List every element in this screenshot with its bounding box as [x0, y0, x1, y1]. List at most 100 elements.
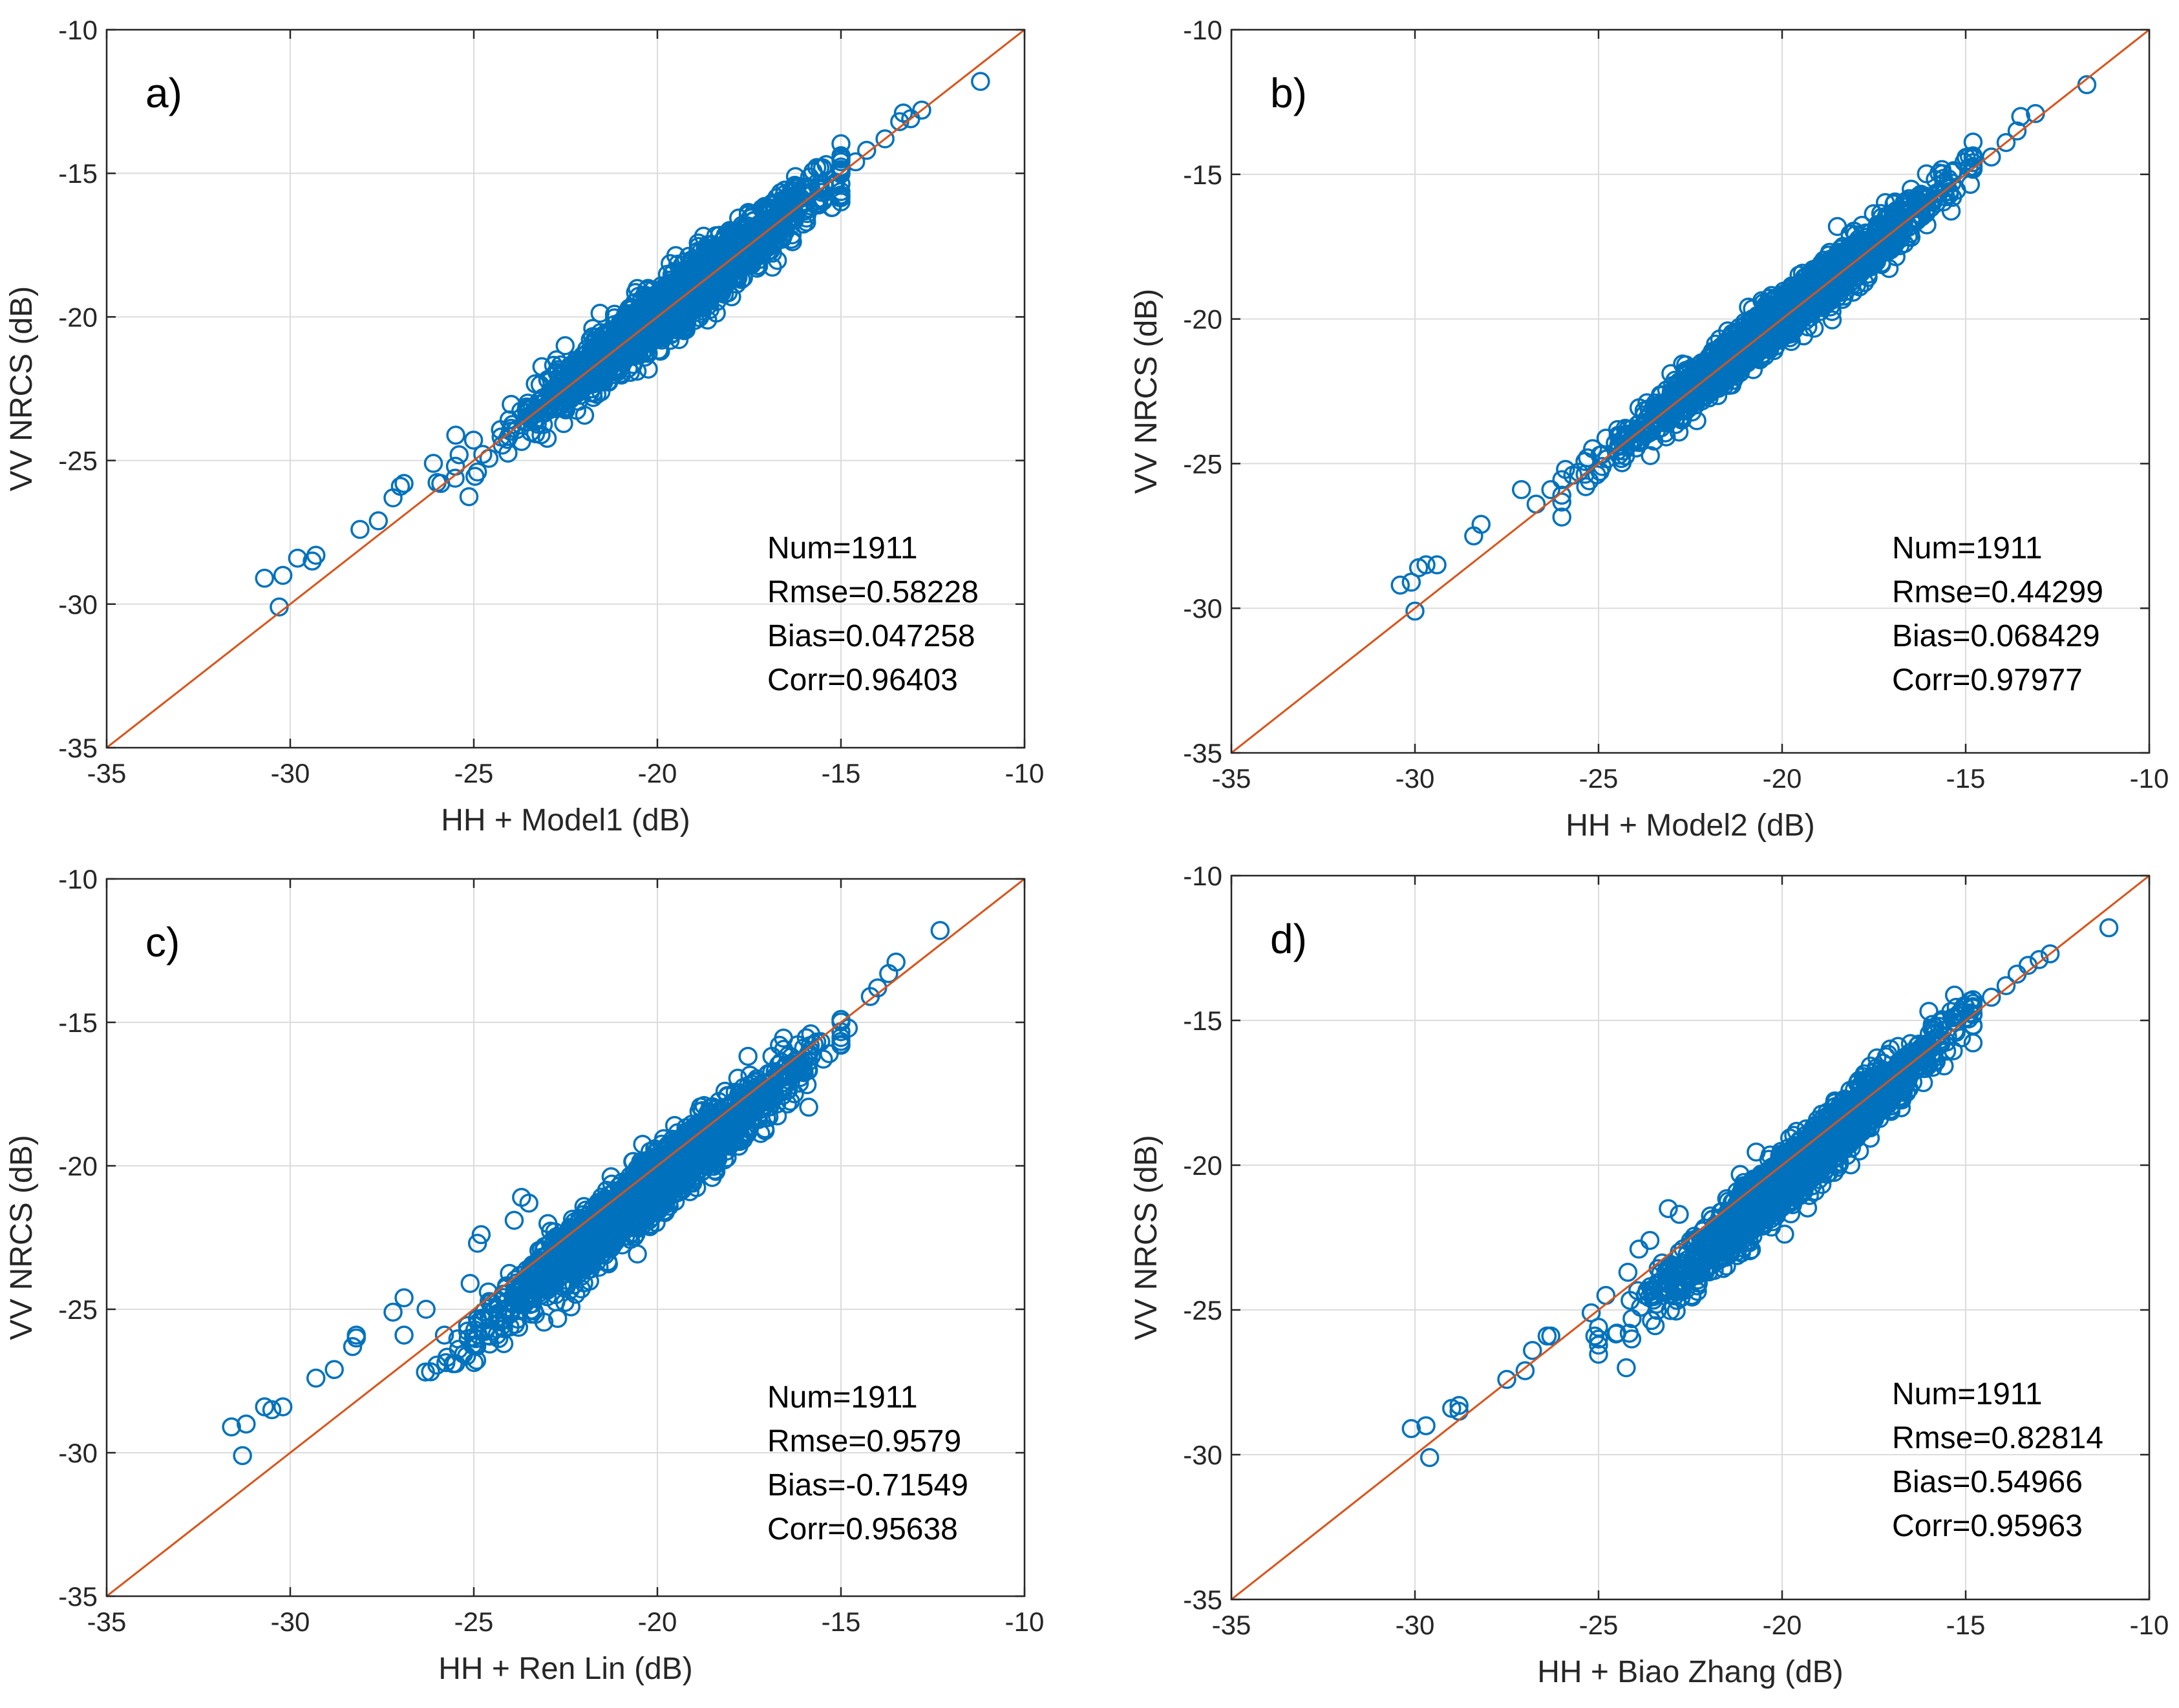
scatter-point — [1697, 356, 1717, 375]
reference-line — [1231, 30, 2149, 753]
scatter-point — [1641, 446, 1660, 465]
scatter-point — [1805, 298, 1824, 318]
scatter-point — [1720, 352, 1739, 372]
reference-line — [107, 30, 1025, 748]
scatter-point — [1832, 252, 1852, 271]
scatter-point — [525, 405, 545, 424]
scatter-point — [1882, 220, 1902, 240]
y-tick-label: -25 — [1183, 448, 1222, 479]
x-tick-label: -30 — [1396, 763, 1435, 794]
panel-label: a) — [145, 70, 182, 116]
scatter-point — [1471, 514, 1491, 534]
stat-text: Bias=0.047258 — [767, 619, 975, 653]
scatter-point — [1697, 386, 1717, 405]
y-tick-label: -30 — [1183, 593, 1222, 624]
scatter-point — [1871, 231, 1891, 250]
scatter-point — [1944, 161, 1964, 180]
scatter-point — [1630, 433, 1649, 452]
scatter-point — [431, 474, 451, 493]
scatter-point — [759, 220, 778, 240]
x-tick-label: -10 — [2130, 763, 2169, 794]
y-tick-label: -15 — [1183, 160, 1222, 190]
scatter-point — [526, 424, 546, 444]
scatter-point — [875, 129, 895, 149]
scatter-point — [1644, 431, 1664, 451]
scatter-point — [394, 474, 414, 493]
scatter-point — [498, 443, 518, 463]
scatter-point — [579, 364, 599, 385]
y-tick-label: -35 — [58, 733, 98, 763]
scatter-point — [678, 264, 697, 284]
scatter-point — [1645, 408, 1664, 428]
scatter-point — [368, 511, 388, 531]
y-axis-label: VV NRCS (dB) — [5, 286, 39, 491]
x-tick-label: -20 — [1763, 763, 1802, 794]
scatter-point — [1827, 216, 1847, 237]
data-layer — [107, 879, 1025, 1596]
scatter-point — [1886, 247, 1906, 267]
scatter-outliers — [255, 72, 990, 617]
scatter-point — [768, 225, 788, 244]
scatter-point — [644, 329, 664, 348]
scatter-point — [459, 487, 479, 507]
scatter-point — [572, 371, 591, 390]
scatter-point — [761, 198, 781, 218]
scatter-point — [390, 476, 410, 496]
scatter-point — [763, 257, 782, 277]
scatter-point — [738, 238, 758, 258]
scatter-point — [537, 428, 557, 448]
scatter-point — [554, 414, 573, 434]
scatter-point — [1405, 601, 1425, 621]
scatter-point — [617, 326, 637, 345]
scatter-point — [590, 304, 610, 323]
scatter-point — [738, 1046, 758, 1066]
scatter-point — [1890, 236, 1910, 256]
scatter-point — [1934, 183, 1953, 203]
stat-text: Rmse=0.44299 — [1892, 575, 2103, 609]
scatter-point — [1608, 441, 1628, 461]
stat-text: Num=1911 — [1892, 531, 2043, 565]
scatter-point — [1911, 184, 1931, 204]
scatter-point — [669, 276, 688, 295]
scatter-point — [640, 308, 660, 328]
scatter-point — [306, 545, 326, 565]
scatter-point — [530, 375, 550, 395]
scatter-point — [555, 336, 575, 355]
scatter-point — [467, 462, 487, 482]
axes-box — [105, 28, 1026, 749]
scatter-point — [423, 454, 443, 473]
x-tick-label: -10 — [1005, 758, 1045, 788]
scatter-point — [775, 180, 794, 200]
scatter-point — [706, 226, 726, 246]
scatter-point — [573, 346, 592, 366]
scatter-point — [705, 247, 725, 267]
scatter-point — [857, 140, 877, 160]
y-tick-label: -10 — [1183, 15, 1222, 45]
scatter-point — [1713, 346, 1733, 365]
x-axis-label: HH + Model1 (dB) — [441, 803, 690, 838]
scatter-point — [1764, 291, 1784, 310]
scatter-point — [1511, 480, 1531, 500]
data-layer — [107, 30, 1025, 748]
scatter-point — [659, 311, 679, 332]
scatter-point — [1899, 189, 1919, 209]
scatter-point — [1583, 439, 1602, 459]
scatter-point — [1996, 132, 2016, 153]
scatter-point — [1742, 310, 1762, 330]
scatter-point — [1812, 298, 1832, 317]
scatter-point — [1738, 334, 1757, 353]
scatter-point — [649, 341, 668, 360]
scatter-point — [831, 134, 851, 154]
scatter-point — [1669, 422, 1689, 442]
x-tick-label: -15 — [822, 758, 861, 788]
scatter-point — [831, 160, 851, 180]
scatter-point — [1541, 480, 1560, 500]
x-axis-label: HH + Model2 (dB) — [1566, 808, 1814, 843]
stat-text: Corr=0.97977 — [1892, 663, 2083, 697]
scatter-point — [1962, 159, 1982, 178]
scatter-point — [273, 565, 293, 585]
scatter-point — [288, 548, 308, 568]
